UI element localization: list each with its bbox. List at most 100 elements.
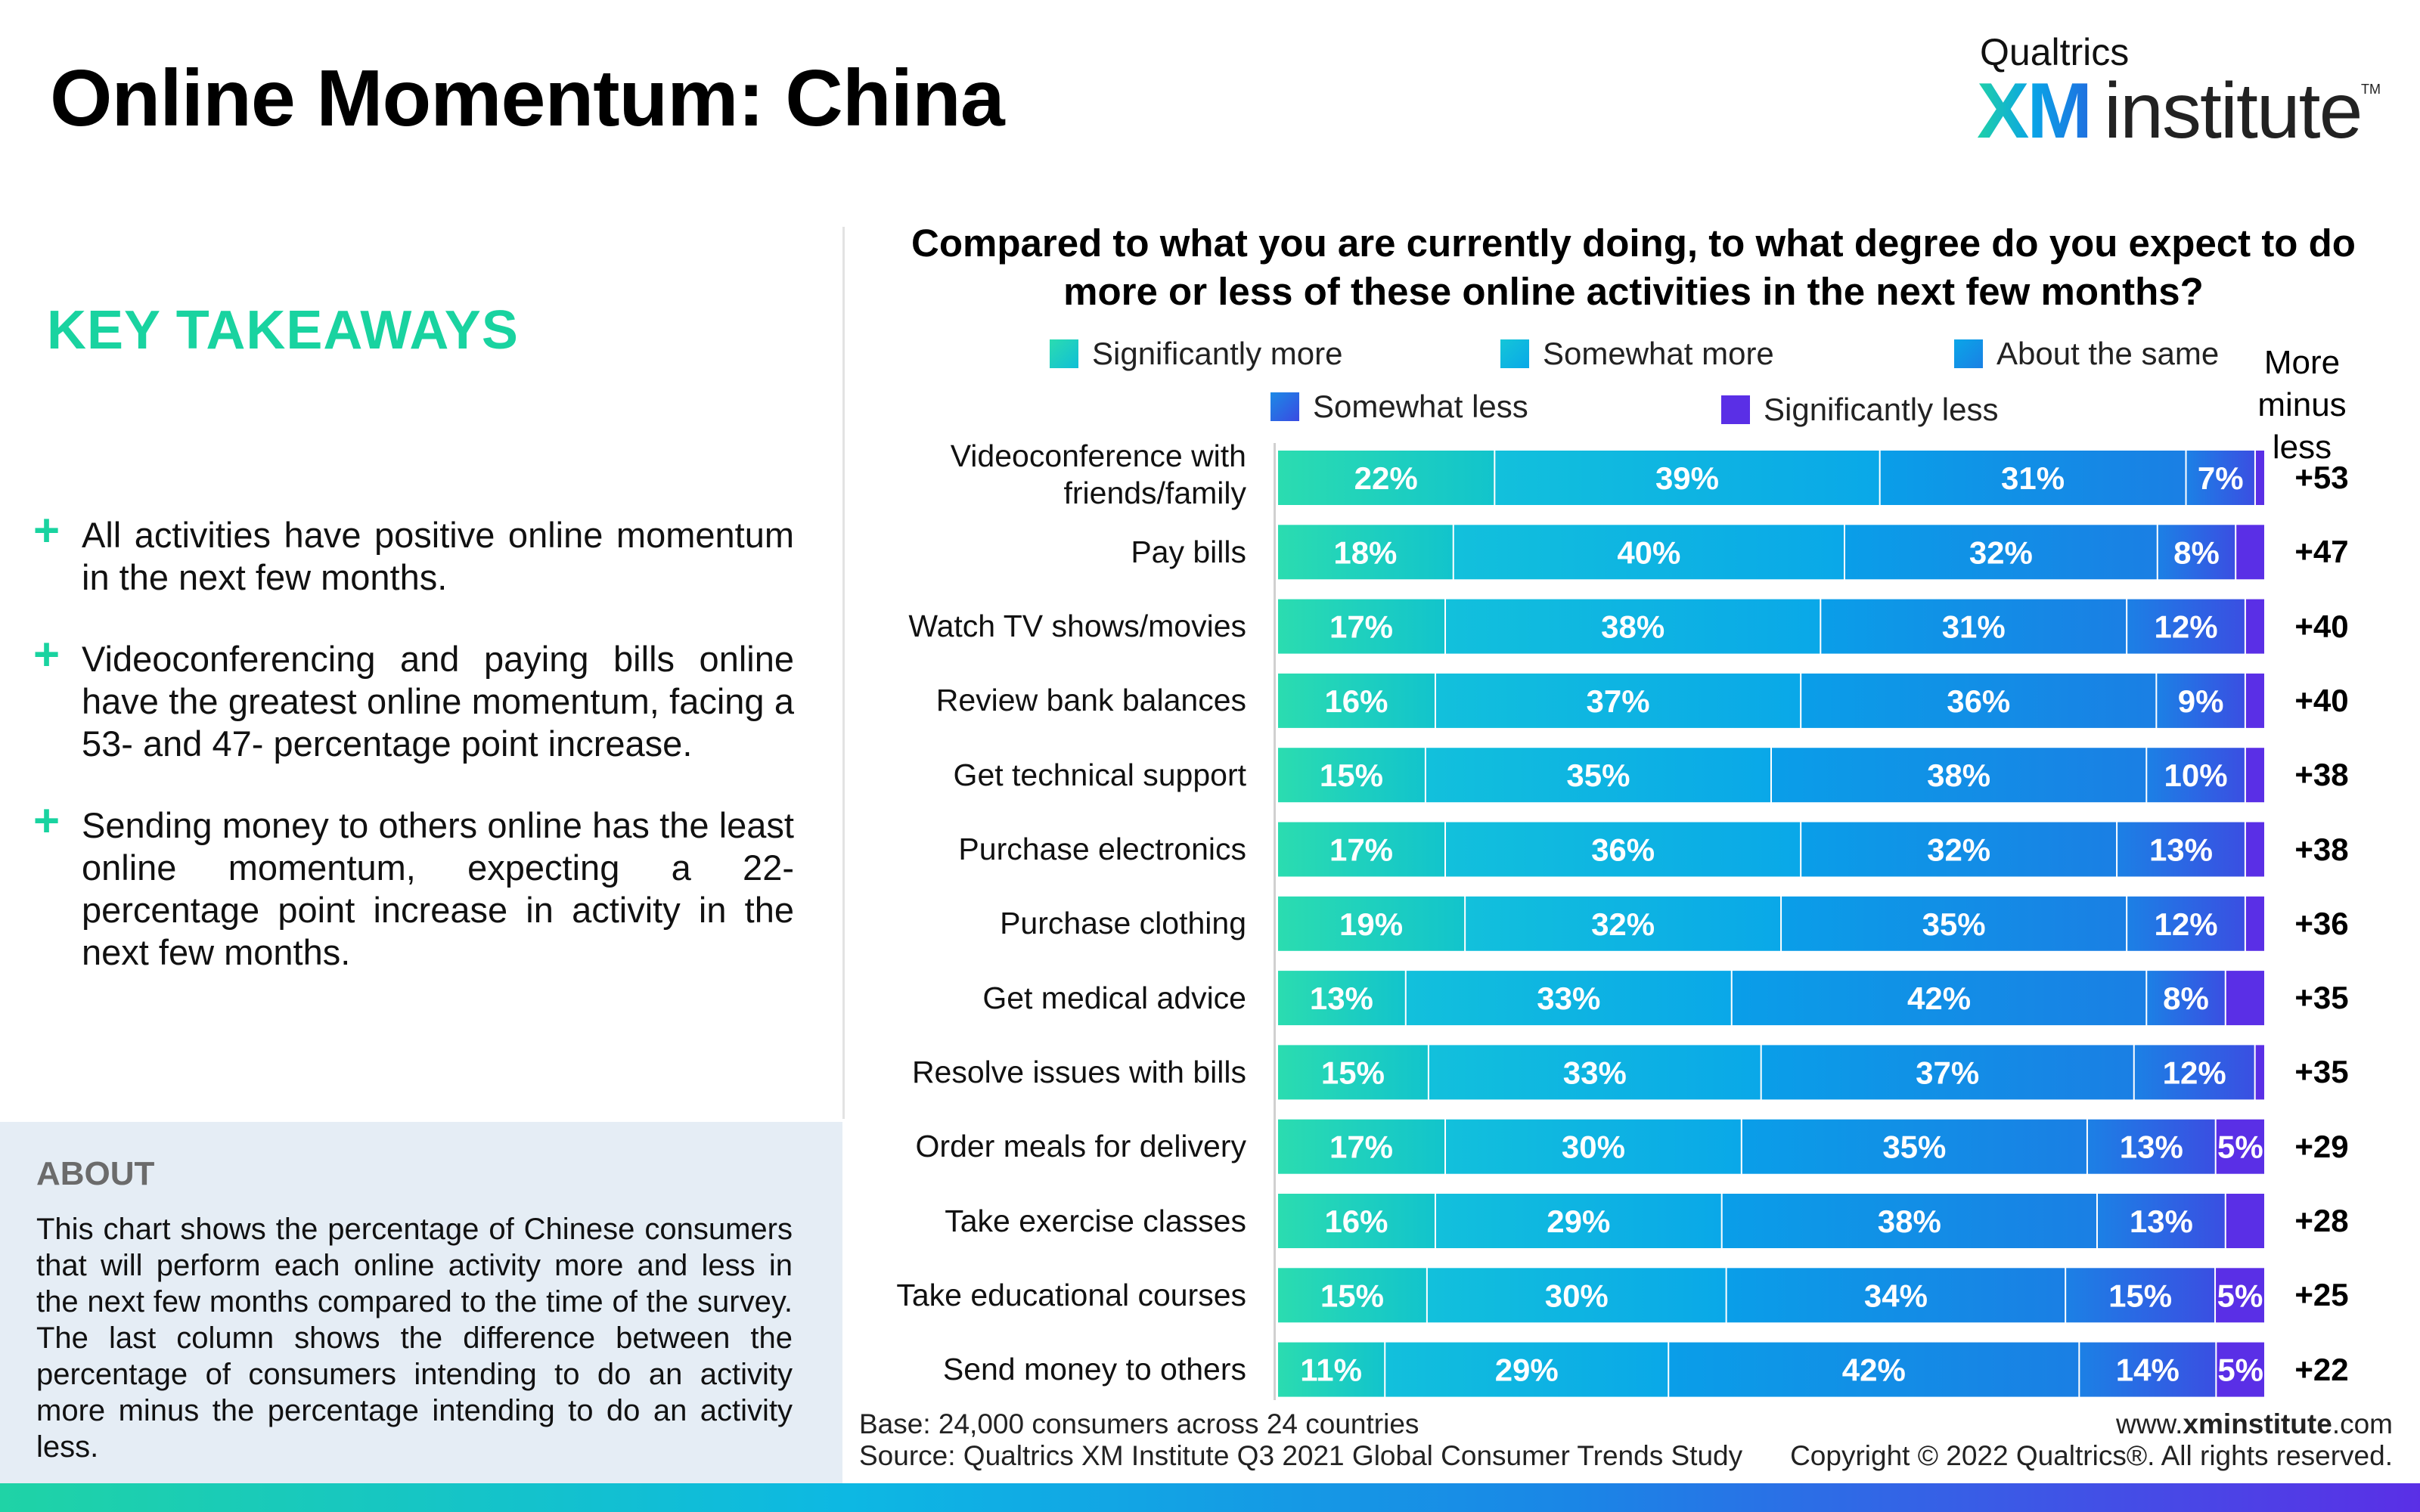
bar-segment-significantly-less bbox=[2217, 1342, 2264, 1397]
bar-segment-somewhat-less bbox=[2097, 1194, 2225, 1248]
bar-segment-significantly-more bbox=[1278, 1268, 1426, 1323]
bar-segment-significantly-less bbox=[2236, 525, 2264, 580]
bar-segment-somewhat-more bbox=[1454, 525, 1844, 580]
bar-segment-about-the-same bbox=[1821, 599, 2127, 654]
bar-segment-somewhat-less bbox=[2118, 822, 2245, 877]
legend-about-the-same: About the same bbox=[1954, 336, 2219, 372]
bar-value-label: 18% bbox=[1333, 534, 1397, 570]
bar-segment-significantly-more bbox=[1278, 451, 1494, 505]
bar-segment-somewhat-more bbox=[1435, 673, 1801, 728]
bar-segment-significantly-less bbox=[2255, 1045, 2264, 1100]
bar-segment-significantly-less bbox=[2245, 822, 2264, 877]
bar-segment-somewhat-more bbox=[1495, 451, 1879, 505]
bar-value-label: 13% bbox=[2130, 1204, 2193, 1239]
bar-value-label: 17% bbox=[1329, 1129, 1393, 1165]
logo-brand: Qualtrics bbox=[1980, 31, 2130, 73]
bar-segment-somewhat-more bbox=[1466, 896, 1781, 951]
about-panel: ABOUT This chart shows the percentage of… bbox=[0, 1122, 842, 1483]
bar-segment-about-the-same bbox=[1722, 1194, 2096, 1248]
takeaways-list: + All activities have positive online mo… bbox=[33, 508, 794, 1013]
bar-value-label: 13% bbox=[2120, 1129, 2183, 1165]
net-value: +40 bbox=[2294, 608, 2349, 644]
bar-segment-somewhat-more bbox=[1446, 599, 1820, 654]
section-divider bbox=[842, 227, 845, 1119]
bar-value-label: 36% bbox=[1947, 683, 2010, 719]
bar-value-label: 5% bbox=[2217, 1129, 2263, 1165]
bar-value-label: 32% bbox=[1927, 832, 1990, 868]
bar-segment-somewhat-less bbox=[2158, 525, 2235, 580]
takeaway-text: Videoconferencing and paying bills onlin… bbox=[82, 639, 794, 764]
logo-institute: institute bbox=[2104, 67, 2363, 155]
bar-segment-significantly-more bbox=[1278, 896, 1465, 951]
bar-value-label: 37% bbox=[1587, 683, 1650, 719]
category-label: Purchase clothing bbox=[1000, 906, 1246, 941]
net-value: +22 bbox=[2294, 1351, 2349, 1387]
bar-value-label: 33% bbox=[1563, 1055, 1627, 1090]
bar-value-label: 34% bbox=[1864, 1278, 1928, 1313]
bar-segment-significantly-more bbox=[1278, 599, 1445, 654]
bar-value-label: 31% bbox=[1942, 609, 2006, 645]
bar-value-label: 11% bbox=[1300, 1352, 1362, 1388]
bar-value-label: 32% bbox=[1969, 534, 2033, 570]
bar-value-label: 5% bbox=[2217, 1278, 2263, 1313]
bar-segment-somewhat-less bbox=[2127, 599, 2245, 654]
bar-segment-significantly-more bbox=[1278, 673, 1435, 728]
bar-value-label: 15% bbox=[1321, 1055, 1385, 1090]
category-label: Send money to others bbox=[942, 1352, 1246, 1387]
net-value: +38 bbox=[2294, 757, 2349, 793]
legend-swatch bbox=[1270, 392, 1299, 421]
bar-segment-somewhat-less bbox=[2080, 1342, 2216, 1397]
bar-segment-somewhat-less bbox=[2186, 451, 2254, 505]
category-label: Get medical advice bbox=[982, 980, 1246, 1015]
net-value: +35 bbox=[2294, 1054, 2349, 1090]
bar-segment-somewhat-more bbox=[1385, 1342, 1668, 1397]
category-label: Resolve issues with bills bbox=[911, 1054, 1246, 1089]
category-label: Purchase electronics bbox=[958, 832, 1246, 866]
bar-segment-significantly-less bbox=[2226, 1194, 2264, 1248]
bar-value-label: 10% bbox=[2164, 758, 2228, 793]
bar-value-label: 8% bbox=[2163, 981, 2209, 1016]
bar-segment-somewhat-more bbox=[1426, 748, 1770, 803]
chart-title: Compared to what you are currently doing… bbox=[911, 222, 2356, 313]
bar-value-label: 12% bbox=[2163, 1055, 2226, 1090]
bar-segment-significantly-less bbox=[2216, 1119, 2264, 1174]
legend-label: Significantly less bbox=[1764, 392, 1999, 427]
bar-value-label: 38% bbox=[1601, 609, 1665, 645]
bar-segment-about-the-same bbox=[1801, 673, 2156, 728]
bar-value-label: 22% bbox=[1354, 460, 1418, 496]
bar-segment-significantly-more bbox=[1278, 1342, 1385, 1397]
legend-swatch bbox=[1954, 339, 1983, 368]
net-column-header-line: More bbox=[2263, 344, 2341, 381]
net-column-header: More minus less bbox=[2234, 342, 2370, 469]
bar-segment-somewhat-less bbox=[2157, 673, 2245, 728]
bar-value-label: 12% bbox=[2154, 906, 2217, 942]
legend-somewhat-more: Somewhat more bbox=[1500, 336, 1774, 372]
takeaway-text: Sending money to others online has the l… bbox=[82, 805, 794, 972]
bar-value-label: 17% bbox=[1329, 832, 1393, 868]
bar-segment-about-the-same bbox=[1844, 525, 2157, 580]
bar-segment-significantly-more bbox=[1278, 1194, 1435, 1248]
bar-segment-significantly-more bbox=[1278, 822, 1445, 877]
brand-gradient-bar bbox=[0, 1483, 2420, 1512]
bar-value-label: 37% bbox=[1916, 1055, 1979, 1090]
legend-label: Somewhat less bbox=[1313, 389, 1528, 424]
bar-value-label: 29% bbox=[1547, 1204, 1610, 1239]
category-label: Watch TV shows/movies bbox=[908, 609, 1246, 644]
footer-url[interactable]: www.xminstitute.com bbox=[2116, 1408, 2393, 1440]
bar-segment-about-the-same bbox=[1880, 451, 2186, 505]
bar-segment-significantly-more bbox=[1278, 971, 1405, 1026]
category-label: Take exercise classes bbox=[945, 1203, 1246, 1238]
bar-segment-somewhat-more bbox=[1435, 1194, 1721, 1248]
about-text: This chart shows the percentage of Chine… bbox=[36, 1213, 793, 1464]
legend-label: About the same bbox=[1996, 336, 2220, 371]
category-label: Take educational courses bbox=[896, 1277, 1246, 1312]
bar-segment-significantly-more bbox=[1278, 525, 1453, 580]
legend-significantly-more: Significantly more bbox=[1050, 336, 1342, 372]
takeaway-text: All activities have positive online mome… bbox=[82, 515, 794, 597]
bar-value-label: 17% bbox=[1329, 609, 1393, 645]
net-column-header-line: minus less bbox=[2257, 386, 2347, 466]
net-value: +38 bbox=[2294, 831, 2349, 867]
bar-segment-about-the-same bbox=[1772, 748, 2146, 803]
bar-value-label: 38% bbox=[1927, 758, 1990, 793]
bar-segment-somewhat-more bbox=[1446, 1119, 1741, 1174]
